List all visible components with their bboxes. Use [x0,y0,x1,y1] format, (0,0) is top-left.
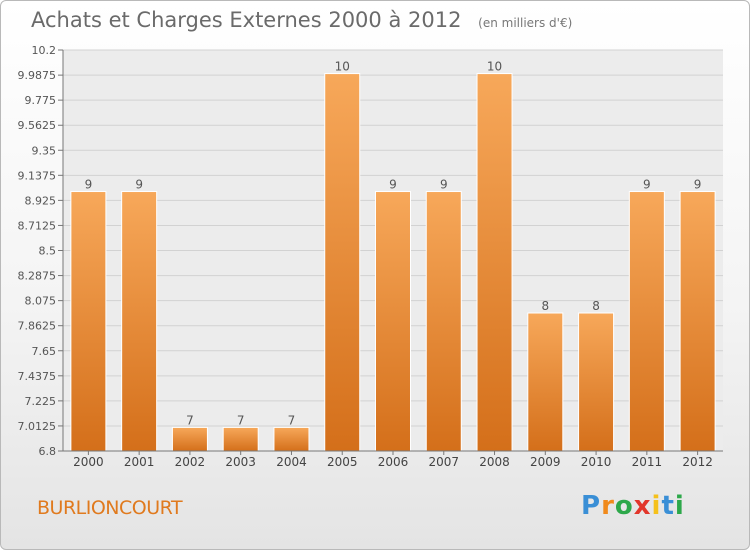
x-tick-label: 2002 [175,455,206,469]
x-tick-label: 2004 [276,455,307,469]
logo-letter: x [633,491,652,521]
logo-letter: i [651,491,662,521]
logo-letter: t [661,491,675,521]
y-tick-label: 9.775 [25,94,57,107]
y-tick-label: 10.2 [32,44,57,57]
bar-2007 [425,191,462,452]
chart-title-text: Achats et Charges Externes 2000 à 2012 [31,8,462,32]
y-tick-label: 9.1375 [18,169,57,182]
x-tick-label: 2001 [124,455,155,469]
x-tick-label: 2007 [428,455,459,469]
x-tick-label: 2008 [479,455,510,469]
bar-2003 [222,426,259,452]
x-tick-label: 2003 [225,455,256,469]
bar-value-label: 7 [237,413,245,427]
y-tick-label: 8.7125 [18,219,57,232]
y-tick-label: 8.5 [39,245,57,258]
bar-value-label: 10 [487,60,502,74]
x-tick-label: 2006 [378,455,409,469]
bar-value-label: 7 [288,413,296,427]
bar-value-label: 9 [643,178,651,192]
bar-value-label: 8 [592,299,600,313]
x-tick-label: 2011 [632,455,663,469]
y-tick-label: 8.2875 [18,270,57,283]
x-tick-label: 2005 [327,455,358,469]
bar-2011 [628,191,665,452]
x-tick-label: 2000 [73,455,104,469]
bar-2010 [578,312,615,452]
y-tick-label: 7.8625 [18,320,57,333]
bar-value-label: 9 [85,178,93,192]
logo-letter: r [601,491,615,521]
axis-layer: 10.2 9.9875 9.775 9.5625 9.35 9.1375 8.925 8.71… [18,44,723,469]
y-tick-label: 7.225 [25,395,57,408]
bar-2008 [476,73,513,452]
y-tick-label: 7.0125 [18,420,57,433]
x-tick-label: 2012 [682,455,713,469]
bar-2009 [527,312,564,452]
bar-layer: 9 9 7 7 7 10 9 9 10 8 8 9 9 [70,60,716,452]
logo-letter: i [674,491,685,521]
chart-title: Achats et Charges Externes 2000 à 2012 (… [31,8,572,32]
bar-value-label: 7 [186,413,194,427]
logo-letter: P [581,491,602,521]
bar-value-label: 9 [135,178,143,192]
y-tick-label: 8.075 [25,295,57,308]
y-tick-label: 9.9875 [18,69,57,82]
y-tick-label: 7.65 [32,345,57,358]
bar-2002 [171,426,208,452]
y-tick-label: 6.8 [39,445,57,458]
logo-letter: o [614,491,634,521]
y-tick-label: 7.4375 [18,370,57,383]
bar-value-label: 9 [389,178,397,192]
proxiti-logo: Proxiti [581,491,685,521]
y-tick-label: 8.925 [25,194,57,207]
bar-2006 [375,191,411,452]
bar-2012 [679,191,716,452]
chart-unit: (en milliers d'€) [478,16,573,30]
x-tick-label: 2010 [581,455,612,469]
bar-2005 [324,73,361,452]
y-tick-label: 9.5625 [18,119,57,132]
bar-value-label: 9 [440,178,448,192]
bar-2001 [121,191,158,452]
y-tick-label: 9.35 [32,144,57,157]
bar-2004 [273,426,310,452]
location-name: BURLIONCOURT [37,497,183,519]
bar-2000 [70,191,107,452]
bar-value-label: 8 [541,299,549,313]
x-tick-label: 2009 [530,455,561,469]
bar-value-label: 10 [335,60,350,74]
bar-value-label: 9 [694,178,702,192]
